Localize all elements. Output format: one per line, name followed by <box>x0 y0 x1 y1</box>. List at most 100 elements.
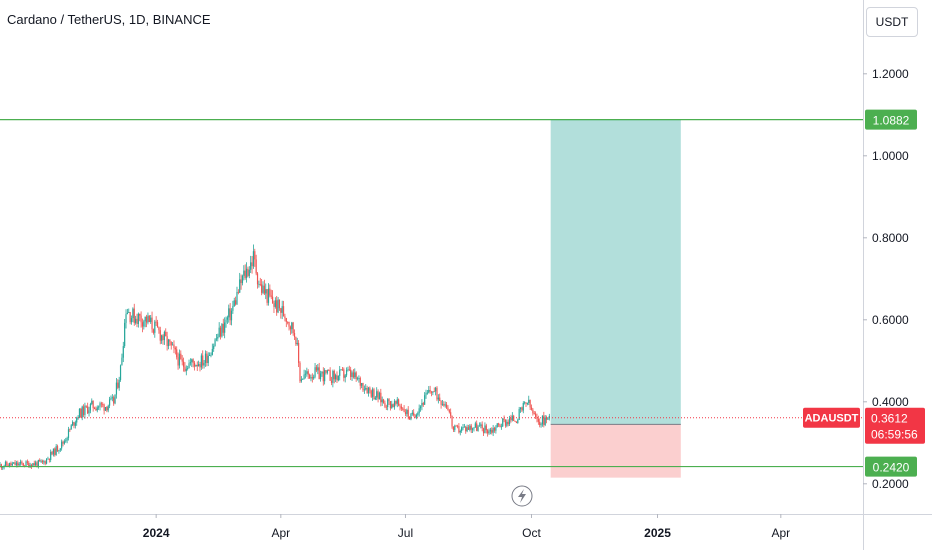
candle-body[interactable] <box>108 399 111 406</box>
candle-body[interactable] <box>266 289 268 303</box>
candle-body[interactable] <box>66 437 68 441</box>
candle-body[interactable] <box>6 461 8 466</box>
candle-body[interactable] <box>102 404 104 406</box>
candle-body[interactable] <box>492 427 494 433</box>
candle-body[interactable] <box>369 387 371 391</box>
candle-body[interactable] <box>126 312 128 315</box>
candle-body[interactable] <box>332 370 334 383</box>
candle-body[interactable] <box>99 403 101 407</box>
candle-body[interactable] <box>151 317 153 330</box>
candle-body[interactable] <box>329 370 331 381</box>
candle-body[interactable] <box>292 322 294 334</box>
candle-body[interactable] <box>185 368 187 372</box>
candle-body[interactable] <box>347 369 349 371</box>
candle-body[interactable] <box>277 299 279 313</box>
candle-body[interactable] <box>288 321 290 327</box>
candle-body[interactable] <box>167 339 170 347</box>
candle-body[interactable] <box>481 424 483 429</box>
candle-body[interactable] <box>219 327 222 337</box>
candle-body[interactable] <box>250 262 252 270</box>
candle-body[interactable] <box>484 425 486 434</box>
candle-body[interactable] <box>318 367 320 380</box>
candle-body[interactable] <box>326 370 328 373</box>
candle-body[interactable] <box>273 303 275 307</box>
candle-body[interactable] <box>178 353 181 366</box>
candle-body[interactable] <box>162 335 164 341</box>
candle-body[interactable] <box>467 427 470 430</box>
candle-body[interactable] <box>499 424 501 428</box>
candle-body[interactable] <box>208 355 211 356</box>
candle-body[interactable] <box>385 406 387 408</box>
candle-body[interactable] <box>192 359 194 363</box>
candle-body[interactable] <box>51 451 53 455</box>
candle-body[interactable] <box>485 425 487 431</box>
candle-body[interactable] <box>115 382 118 395</box>
candle-body[interactable] <box>243 270 245 276</box>
candle-body[interactable] <box>114 394 116 404</box>
candle-body[interactable] <box>414 415 416 418</box>
candle-body[interactable] <box>221 324 223 337</box>
candle-body[interactable] <box>89 404 92 411</box>
candle-body[interactable] <box>148 315 150 323</box>
candle-body[interactable] <box>278 299 281 309</box>
candle-body[interactable] <box>410 413 412 420</box>
candle-body[interactable] <box>307 371 309 375</box>
candle-body[interactable] <box>351 372 353 377</box>
candle-body[interactable] <box>471 428 474 430</box>
candle-body[interactable] <box>324 370 326 382</box>
candle-body[interactable] <box>548 415 550 418</box>
candle-body[interactable] <box>252 251 255 267</box>
candle-body[interactable] <box>39 459 41 462</box>
candle-body[interactable] <box>378 392 381 400</box>
candle-body[interactable] <box>18 463 20 466</box>
candle-body[interactable] <box>507 421 509 425</box>
candle-body[interactable] <box>477 426 479 431</box>
candle-body[interactable] <box>293 333 296 338</box>
candle-body[interactable] <box>381 399 383 403</box>
candle-body[interactable] <box>45 458 48 464</box>
candle-body[interactable] <box>248 269 250 276</box>
candle-body[interactable] <box>228 308 230 318</box>
candle-body[interactable] <box>269 288 271 296</box>
candle-body[interactable] <box>40 460 42 462</box>
candle-body[interactable] <box>502 418 504 427</box>
candle-body[interactable] <box>510 418 512 421</box>
candle-body[interactable] <box>287 321 289 323</box>
candle-body[interactable] <box>437 397 439 400</box>
candle-body[interactable] <box>454 425 456 430</box>
symbol-title[interactable]: Cardano / TetherUS, 1D, BINANCE <box>7 12 211 27</box>
candle-body[interactable] <box>244 270 246 278</box>
candle-body[interactable] <box>508 418 511 425</box>
candle-body[interactable] <box>195 364 197 367</box>
candle-body[interactable] <box>387 399 389 408</box>
candle-body[interactable] <box>445 404 448 408</box>
candle-body[interactable] <box>506 421 508 426</box>
candle-body[interactable] <box>177 357 179 366</box>
candle-body[interactable] <box>447 407 449 411</box>
candle-body[interactable] <box>132 308 134 319</box>
candle-body[interactable] <box>130 318 133 323</box>
candle-body[interactable] <box>30 464 33 467</box>
candle-body[interactable] <box>232 306 234 311</box>
candle-body[interactable] <box>54 448 56 455</box>
candle-body[interactable] <box>198 364 200 367</box>
candle-body[interactable] <box>81 406 83 418</box>
candle-body[interactable] <box>355 372 357 380</box>
candle-body[interactable] <box>200 355 202 368</box>
candle-body[interactable] <box>295 337 297 345</box>
candle-body[interactable] <box>4 461 7 467</box>
candle-body[interactable] <box>65 440 67 442</box>
candle-body[interactable] <box>289 326 292 330</box>
candle-body[interactable] <box>424 395 426 405</box>
candle-body[interactable] <box>314 367 316 377</box>
candle-body[interactable] <box>365 388 367 390</box>
candle-body[interactable] <box>517 419 519 424</box>
candle-body[interactable] <box>70 425 72 430</box>
candle-body[interactable] <box>315 367 318 371</box>
candle-body[interactable] <box>85 405 87 407</box>
candle-body[interactable] <box>117 382 119 388</box>
currency-button[interactable]: USDT <box>866 7 918 37</box>
candle-body[interactable] <box>224 322 226 333</box>
candlestick-series[interactable] <box>0 244 550 471</box>
candle-body[interactable] <box>187 368 189 369</box>
